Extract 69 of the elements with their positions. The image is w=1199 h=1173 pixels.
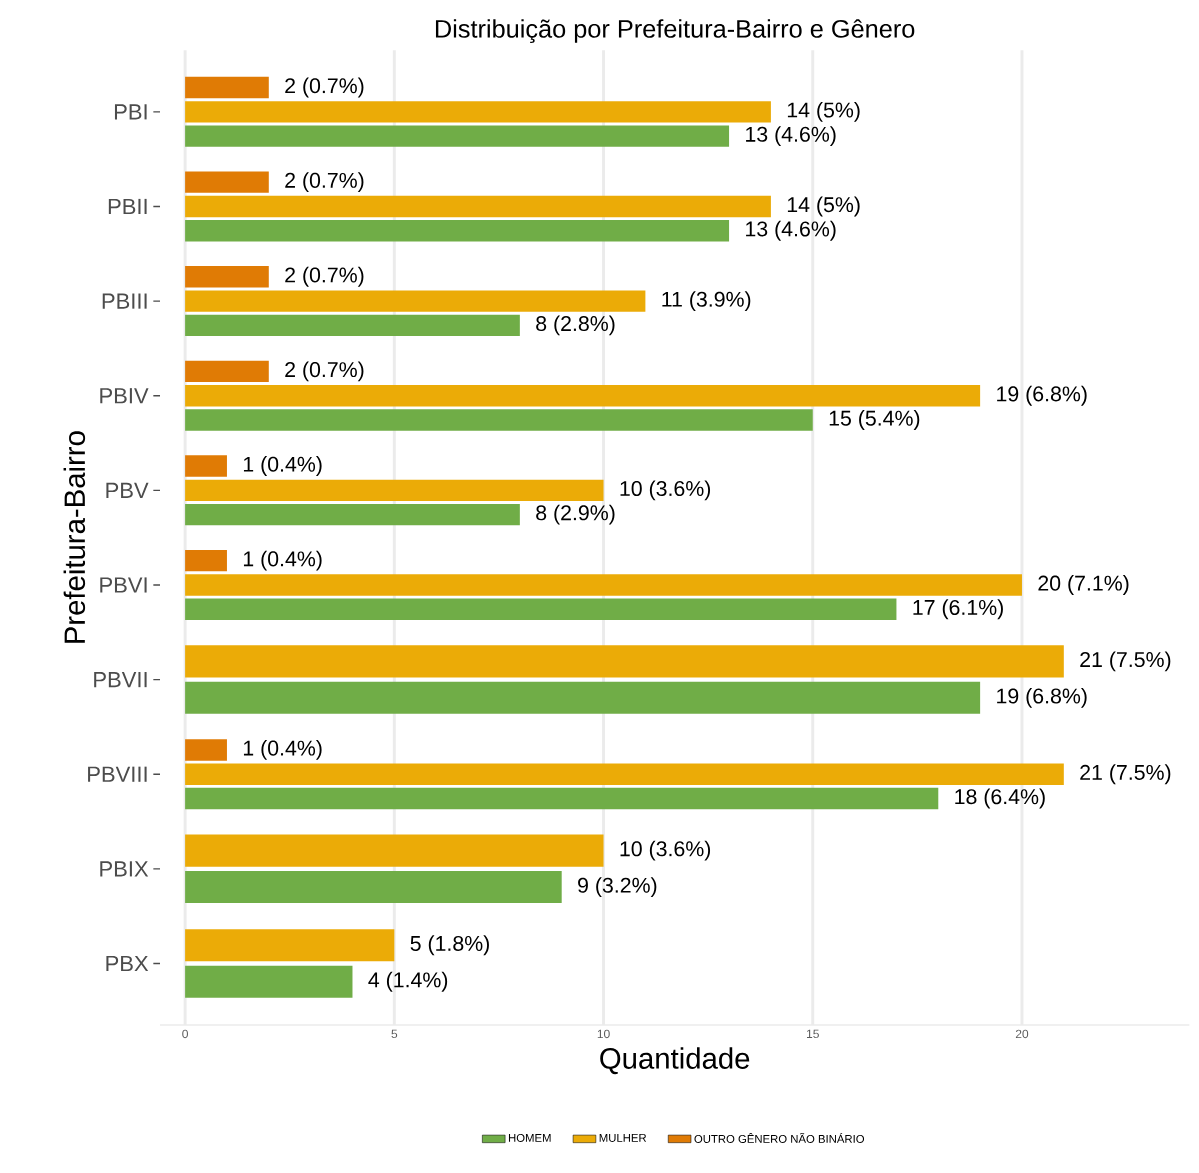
x-tick-label: 20	[1015, 1029, 1029, 1039]
y-tick-label: PBVIII	[88, 766, 147, 782]
x-tick-label: 15	[807, 1029, 819, 1039]
data-label: 9 (3.2%)	[578, 877, 657, 897]
data-label: 17 (6.1%)	[913, 599, 1003, 620]
bar	[185, 314, 520, 337]
bar	[185, 503, 520, 526]
bar	[185, 574, 1022, 596]
bar	[185, 763, 1064, 785]
x-axis-title: Quantidade	[600, 1047, 750, 1075]
y-tick-label: PBVI	[100, 577, 147, 593]
data-label: 8 (2.8%)	[536, 315, 615, 336]
x-tick-label: 0	[182, 1029, 188, 1039]
data-label: 14 (5%)	[787, 101, 860, 122]
bar	[185, 385, 981, 407]
data-label: 2 (0.7%)	[285, 172, 364, 193]
data-label: 11 (3.9%)	[662, 291, 751, 312]
y-tick-label: PBI	[114, 104, 147, 120]
bar	[185, 171, 269, 193]
data-label: 19 (6.8%)	[997, 385, 1087, 406]
data-label: 2 (0.7%)	[285, 361, 364, 382]
bar	[185, 739, 227, 761]
data-label: 10 (3.6%)	[620, 840, 711, 861]
y-tick-label: PBX	[106, 955, 149, 972]
data-label: 19 (6.8%)	[997, 687, 1087, 708]
y-tick-label: PBII	[108, 198, 147, 215]
y-tick-label: PBVII	[94, 672, 147, 688]
bar	[185, 290, 646, 312]
data-label: 1 (0.4%)	[243, 550, 322, 571]
bar	[185, 455, 227, 477]
data-label: 21 (7.5%)	[1080, 764, 1171, 785]
bar	[185, 195, 771, 218]
bar	[185, 76, 269, 99]
bar	[185, 220, 730, 242]
data-label: 1 (0.4%)	[243, 740, 322, 760]
data-label: 1 (0.4%)	[243, 456, 322, 476]
data-label: 10 (3.6%)	[620, 480, 711, 501]
bar	[185, 101, 771, 123]
x-tick-label: 5	[391, 1029, 398, 1039]
y-tick-label: PBV	[106, 482, 149, 498]
y-axis-title: Prefeitura-Bairro	[63, 431, 86, 643]
bar	[185, 266, 269, 288]
data-label: 15 (5.4%)	[829, 410, 920, 430]
y-tick-label: PBIV	[100, 388, 149, 404]
bar	[185, 360, 269, 383]
data-label: 21 (7.5%)	[1080, 651, 1171, 672]
data-label: 2 (0.7%)	[285, 77, 364, 98]
bar	[185, 549, 227, 572]
bar	[185, 479, 604, 502]
bar	[185, 598, 897, 620]
bar	[185, 125, 730, 147]
legend-label: MULHER	[599, 1133, 647, 1142]
data-label: 13 (4.6%)	[746, 220, 836, 241]
data-label: 8 (2.9%)	[536, 504, 615, 525]
y-tick-label: PBIII	[102, 293, 147, 309]
data-label: 14 (5%)	[787, 196, 860, 217]
data-label: 18 (6.4%)	[955, 788, 1045, 809]
bar	[185, 787, 939, 810]
data-label: 13 (4.6%)	[746, 126, 836, 147]
data-label: 2 (0.7%)	[285, 266, 364, 287]
bar	[185, 409, 813, 431]
legend-label: OUTRO GÊNERO NÃO BINÁRIO	[694, 1132, 865, 1143]
chart-title: Distribuição por Prefeitura-Bairro e Gênero	[435, 19, 915, 43]
data-label: 5 (1.8%)	[410, 935, 489, 956]
data-label: 4 (1.4%)	[368, 971, 448, 992]
y-tick-label: PBIX	[100, 861, 149, 877]
legend-label: HOMEM	[508, 1133, 551, 1142]
data-label: 20 (7.1%)	[1038, 575, 1129, 595]
x-tick-label: 10	[597, 1029, 610, 1039]
